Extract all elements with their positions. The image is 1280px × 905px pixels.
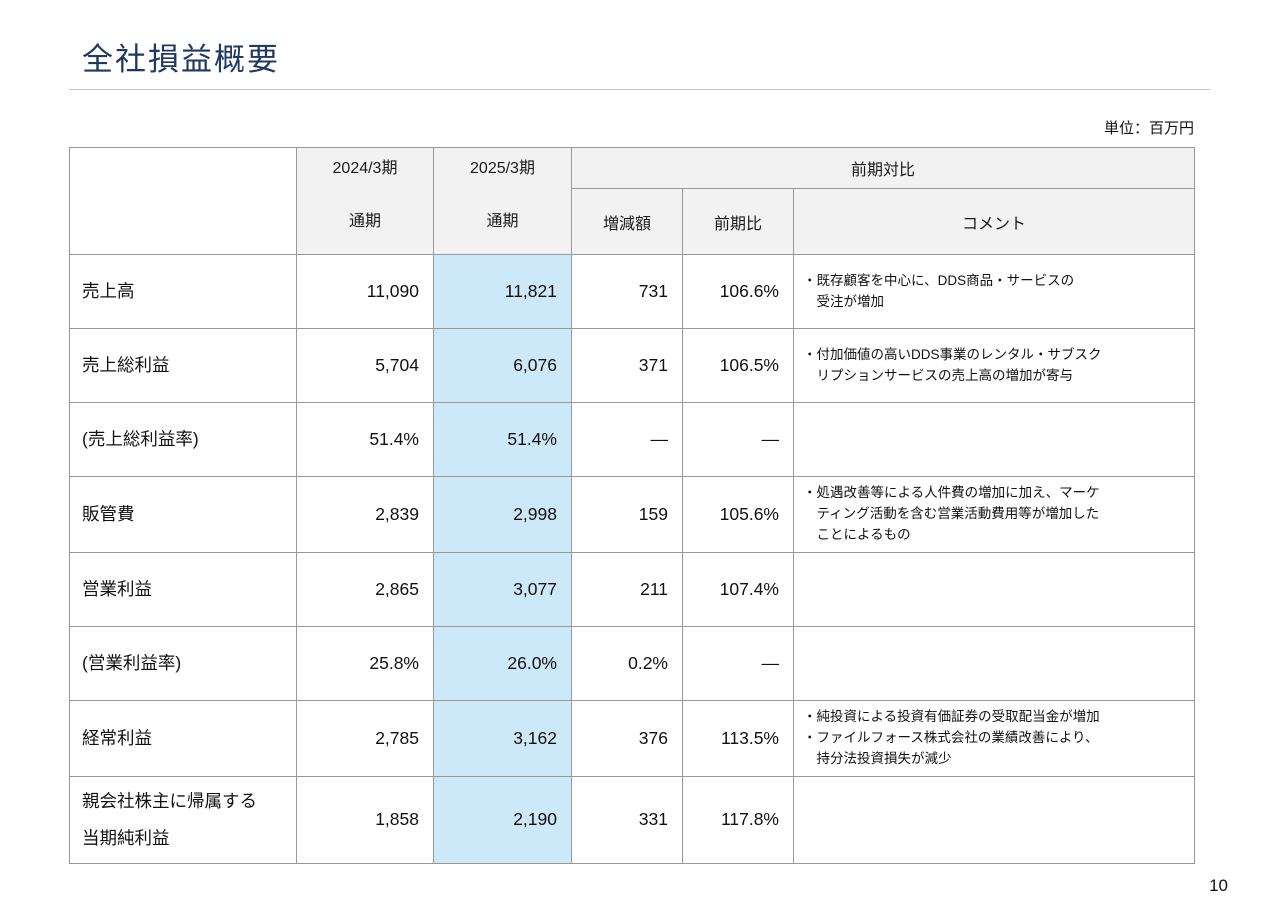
period-2024-label: 通期 [348, 213, 381, 230]
table-row-operating-margin: (営業利益率) 25.8% 26.0% 0.2% ― [69, 625, 1195, 701]
period-2025-label: 通期 [486, 213, 519, 230]
value-fy2025: 2,998 [433, 476, 572, 553]
value-change: 0.2% [571, 625, 683, 701]
row-label: 親会社株主に帰属する 当期純利益 [69, 775, 297, 864]
table-row-gross-profit: 売上総利益 5,704 6,076 371 106.5% ・付加価値の高いDDS… [69, 328, 1195, 403]
row-label: 売上総利益 [69, 328, 297, 403]
value-yoy: 105.6% [682, 476, 794, 553]
row-comment: ・既存顧客を中心に、DDS商品・サービスの 受注が増加 [793, 254, 1195, 329]
header-row-1: 2024/3期 通期 2025/3期 通期 前期対比 [69, 146, 1195, 255]
header-row-2: 増減額 前期比 コメント [70, 188, 1195, 255]
row-comment [793, 625, 1195, 701]
value-fy2025: 26.0% [433, 625, 572, 701]
value-fy2025: 6,076 [433, 328, 572, 403]
value-change: 371 [571, 328, 683, 403]
value-yoy: 106.5% [682, 328, 794, 403]
value-yoy: ― [682, 402, 794, 477]
row-comment [793, 775, 1195, 864]
value-fy2024: 2,865 [296, 551, 434, 627]
value-fy2025: 51.4% [433, 402, 572, 477]
title-divider [69, 89, 1210, 90]
value-yoy: 117.8% [682, 775, 794, 864]
profit-loss-table: 2024/3期 通期 2025/3期 通期 前期対比 増減額 前期比 コメント … [69, 146, 1195, 864]
page-title: 全社損益概要 [82, 42, 280, 77]
table-row-net-income: 親会社株主に帰属する 当期純利益 1,858 2,190 331 117.8% [69, 775, 1195, 864]
column-header-change: 増減額 [571, 188, 683, 255]
value-yoy: 107.4% [682, 551, 794, 627]
value-fy2025: 11,821 [433, 254, 572, 329]
table-row-ordinary-income: 経常利益 2,785 3,162 376 113.5% ・純投資による投資有価証… [69, 699, 1195, 777]
value-fy2024: 5,704 [296, 328, 434, 403]
fiscal-year-2024-label: 2024/3期 [332, 160, 398, 177]
column-header-fy2024: 2024/3期 通期 [296, 147, 434, 255]
table-header: 2024/3期 通期 2025/3期 通期 前期対比 増減額 前期比 コメント [69, 146, 1195, 255]
column-header-empty [69, 147, 297, 255]
value-yoy: ― [682, 625, 794, 701]
row-label: 営業利益 [69, 551, 297, 627]
value-fy2025: 3,077 [433, 551, 572, 627]
row-comment: ・付加価値の高いDDS事業のレンタル・サブスク リプションサービスの売上高の増加… [793, 328, 1195, 403]
value-fy2024: 51.4% [296, 402, 434, 477]
table-row-sales: 売上高 11,090 11,821 731 106.6% ・既存顧客を中心に、D… [69, 254, 1195, 329]
table-row-sga: 販管費 2,839 2,998 159 105.6% ・処遇改善等による人件費の… [69, 476, 1195, 553]
row-comment: ・処遇改善等による人件費の増加に加え、マーケ ティング活動を含む営業活動費用等が… [793, 476, 1195, 553]
row-label: 経常利益 [69, 699, 297, 777]
value-fy2024: 11,090 [296, 254, 434, 329]
column-header-comment: コメント [793, 188, 1195, 255]
table-row-operating-income: 営業利益 2,865 3,077 211 107.4% [69, 551, 1195, 627]
value-yoy: 113.5% [682, 699, 794, 777]
fiscal-year-2025-label: 2025/3期 [470, 160, 535, 177]
value-fy2024: 25.8% [296, 625, 434, 701]
page-number: 10 [1209, 876, 1228, 895]
value-change: 211 [571, 551, 683, 627]
row-label: 販管費 [69, 476, 297, 553]
value-fy2025: 3,162 [433, 699, 572, 777]
unit-note: 単位：百万円 [1103, 120, 1194, 137]
value-change: ― [571, 402, 683, 477]
value-fy2024: 2,839 [296, 476, 434, 553]
value-fy2024: 1,858 [296, 775, 434, 864]
table-row-gross-margin: (売上総利益率) 51.4% 51.4% ― ― [69, 402, 1195, 477]
row-label: (売上総利益率) [69, 402, 297, 477]
value-change: 331 [571, 775, 683, 864]
value-change: 731 [571, 254, 683, 329]
row-comment [793, 551, 1195, 627]
value-change: 376 [571, 699, 683, 777]
column-header-comparison: 前期対比 [571, 146, 1195, 190]
value-fy2025: 2,190 [433, 775, 572, 864]
column-header-yoy: 前期比 [682, 188, 794, 255]
column-header-fy2025: 2025/3期 通期 [433, 147, 572, 255]
row-label: 売上高 [69, 254, 297, 329]
row-comment [793, 402, 1195, 477]
row-label: (営業利益率) [69, 625, 297, 701]
row-comment: ・純投資による投資有価証券の受取配当金が増加 ・ファイルフォース株式会社の業績改… [793, 699, 1195, 777]
value-fy2024: 2,785 [296, 699, 434, 777]
value-change: 159 [571, 476, 683, 553]
table-body: 売上高 11,090 11,821 731 106.6% ・既存顧客を中心に、D… [69, 254, 1195, 864]
value-yoy: 106.6% [682, 254, 794, 329]
